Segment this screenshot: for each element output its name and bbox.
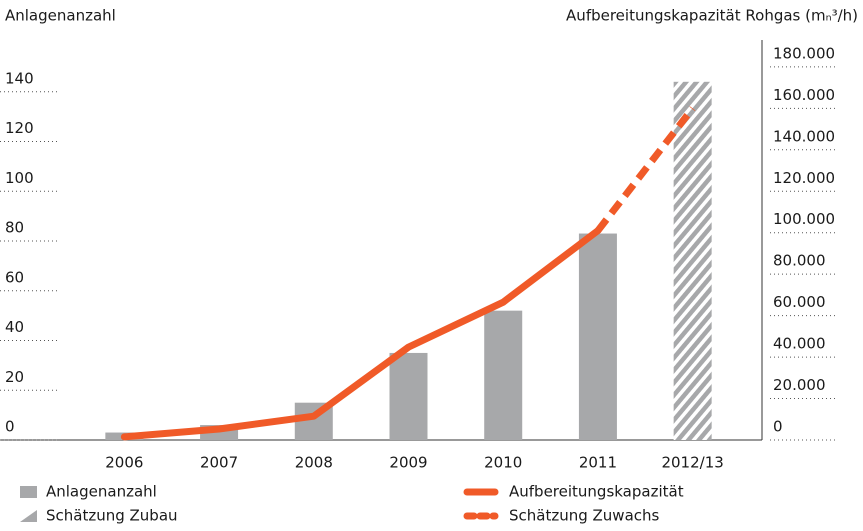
y2-tick-label: 40.000 [773,335,826,353]
legend-label: Aufbereitungskapazität [509,483,684,501]
y-tick-label: 80 [5,219,24,237]
legend-label: Schätzung Zubau [46,507,178,525]
y-tick-label: 20 [5,368,24,386]
y2-tick-label: 20.000 [773,376,826,394]
bar [389,352,428,440]
legend-swatch [20,510,37,522]
y2-tick-label: 160.000 [773,86,835,104]
y-tick-label: 100 [5,169,34,187]
line [120,227,602,441]
y-tick-label: 0 [5,418,15,436]
y2-tick-label: 80.000 [773,252,826,270]
y-tick-label: 40 [5,318,24,336]
x-tick-label: 2008 [295,454,333,472]
y2-tick-label: 0 [773,418,783,436]
y2-tick-label: 120.000 [773,169,835,187]
bar [578,233,617,440]
y-tick-label: 140 [5,69,34,87]
x-tick-label: 2011 [579,454,617,472]
x-tick-label: 2006 [105,454,143,472]
y2-tick-label: 180.000 [773,44,835,62]
y-tick-label: 120 [5,119,34,137]
legend-label: Anlagenanzahl [46,483,157,501]
x-tick-label: 2010 [484,454,522,472]
y2-tick-label: 100.000 [773,210,835,228]
y-axis-title: Anlagenanzahl [5,7,116,25]
legend-label: Schätzung Zuwachs [509,507,660,525]
x-tick-label: 2007 [200,454,238,472]
x-tick-label: 2009 [389,454,427,472]
bar [484,310,523,440]
y2-axis-title: Aufbereitungskapazität Rohgas (mₙ³/h) [566,7,858,25]
y2-tick-label: 140.000 [773,127,835,145]
legend-swatch [20,486,37,498]
y2-tick-label: 60.000 [773,293,826,311]
y-tick-label: 60 [5,268,24,286]
line [595,106,696,233]
bar [673,81,712,441]
x-tick-label: 2012/13 [661,454,723,472]
